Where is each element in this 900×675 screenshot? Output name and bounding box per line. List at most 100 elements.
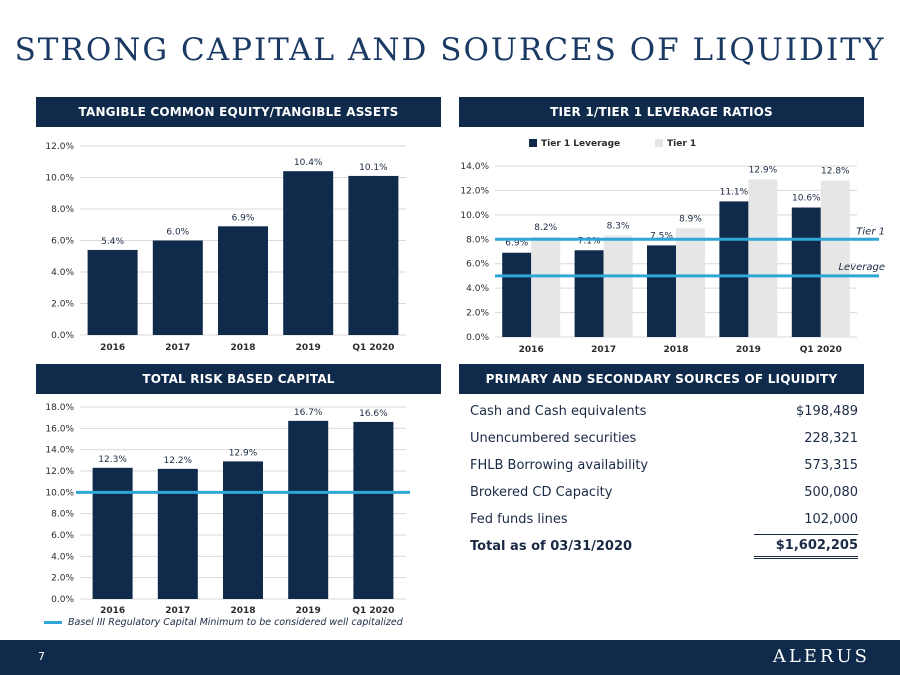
page-number: 7 xyxy=(38,650,45,663)
y-tick-label: 6.0% xyxy=(51,531,74,541)
data-label: 8.2% xyxy=(534,223,557,233)
y-tick-label: 2.0% xyxy=(51,300,74,310)
liquidity-row-label: Brokered CD Capacity xyxy=(470,485,613,500)
legend-swatch-tier1-leverage xyxy=(529,139,537,147)
y-tick-label: 14.0% xyxy=(45,446,74,456)
y-tick-label: 8.0% xyxy=(466,235,489,245)
bar-tier1 xyxy=(748,179,778,337)
legend-swatch-tier1 xyxy=(655,139,663,147)
x-tick-label: 2016 xyxy=(519,345,544,355)
liquidity-total-row: Total as of 03/31/2020 $1,602,205 xyxy=(462,533,866,560)
y-tick-label: 16.0% xyxy=(45,424,74,434)
data-label: 10.6% xyxy=(792,194,821,204)
y-tick-label: 6.0% xyxy=(51,237,74,247)
data-label: 11.1% xyxy=(720,187,749,197)
footer-bar: 7 ALERUS xyxy=(0,640,900,675)
tier-panel-header: TIER 1/TIER 1 LEVERAGE RATIOS xyxy=(459,97,864,127)
data-label: 12.9% xyxy=(749,165,778,175)
liquidity-row-value: $198,489 xyxy=(795,404,858,419)
data-label: 6.0% xyxy=(166,228,189,238)
x-tick-label: 2018 xyxy=(230,606,255,616)
y-tick-label: 0.0% xyxy=(51,595,74,605)
x-tick-label: 2017 xyxy=(165,606,190,616)
liquidity-row-label: Cash and Cash equivalents xyxy=(470,404,647,419)
x-tick-label: 2016 xyxy=(100,343,125,353)
alerus-logo: ALERUS xyxy=(772,646,870,667)
y-tick-label: 6.0% xyxy=(466,260,489,270)
bar xyxy=(348,175,399,335)
data-label: 12.2% xyxy=(164,456,193,466)
y-tick-label: 10.0% xyxy=(45,174,74,184)
x-tick-label: 2017 xyxy=(591,345,616,355)
liquidity-row-label: FHLB Borrowing availability xyxy=(470,458,649,473)
x-tick-label: 2019 xyxy=(296,606,321,616)
data-label: 12.3% xyxy=(98,455,127,465)
x-tick-label: Q1 2020 xyxy=(352,606,394,616)
tier-chart: 0.0% 2.0% 4.0% 6.0% 8.0% 10.0% 12.0% 14.0% Tier … xyxy=(460,139,885,355)
liquidity-row-value: 573,315 xyxy=(804,458,858,473)
y-tick-label: 2.0% xyxy=(51,574,74,584)
data-label: 6.9% xyxy=(505,239,528,249)
y-tick-label: 10.0% xyxy=(460,211,489,221)
liquidity-row: Fed funds lines 102,000 xyxy=(462,506,866,533)
y-tick-label: 18.0% xyxy=(45,403,74,413)
liquidity-row: FHLB Borrowing availability 573,315 xyxy=(462,452,866,479)
bar-tier1-leverage xyxy=(719,201,749,337)
y-tick-label: 0.0% xyxy=(466,333,489,343)
bar xyxy=(223,461,263,599)
data-label: 8.3% xyxy=(607,222,630,232)
bar xyxy=(218,226,268,335)
y-tick-label: 4.0% xyxy=(466,284,489,294)
trbc-chart: 0.0% 2.0% 4.0% 6.0% 8.0% 10.0% 12.0% 14.0% 16.0%… xyxy=(45,403,410,616)
data-label: 7.5% xyxy=(650,231,673,241)
bar-tier1-leverage xyxy=(647,245,676,337)
tce-chart: 0.0% 2.0% 4.0% 6.0% 8.0% 10.0% 12.0% 5.4% 2016 6.… xyxy=(45,142,406,353)
data-label: 8.9% xyxy=(679,214,702,224)
liquidity-row: Cash and Cash equivalents $198,489 xyxy=(462,398,866,425)
bar xyxy=(152,240,203,335)
data-label: 5.4% xyxy=(101,237,124,247)
legend-label: Tier 1 Leverage xyxy=(541,139,620,149)
liquidity-row: Brokered CD Capacity 500,080 xyxy=(462,479,866,506)
bar-tier1 xyxy=(531,236,561,337)
y-tick-label: 12.0% xyxy=(460,186,489,196)
x-tick-label: Q1 2020 xyxy=(352,343,394,353)
bar-tier1-leverage xyxy=(791,207,821,337)
data-label: 12.9% xyxy=(229,448,258,458)
x-tick-label: 2019 xyxy=(296,343,321,353)
x-tick-label: Q1 2020 xyxy=(800,345,842,355)
bar xyxy=(87,249,138,335)
x-tick-label: 2019 xyxy=(736,345,761,355)
bar-tier1 xyxy=(820,180,850,337)
data-label: 10.1% xyxy=(359,163,388,173)
bar-tier1-leverage xyxy=(502,252,532,337)
legend-label: Tier 1 xyxy=(667,139,696,149)
liquidity-row-label: Fed funds lines xyxy=(470,512,568,527)
liquidity-total-label: Total as of 03/31/2020 xyxy=(470,539,633,554)
y-tick-label: 12.0% xyxy=(45,467,74,477)
basel-line-swatch xyxy=(44,621,62,624)
trbc-panel-header: TOTAL RISK BASED CAPITAL xyxy=(36,364,441,394)
y-tick-label: 2.0% xyxy=(466,309,489,319)
data-label: 16.7% xyxy=(294,408,323,418)
liquidity-row-value: 228,321 xyxy=(804,431,858,446)
y-tick-label: 8.0% xyxy=(51,205,74,215)
liquidity-row-label: Unencumbered securities xyxy=(470,431,637,446)
x-tick-label: 2018 xyxy=(663,345,688,355)
data-label: 6.9% xyxy=(232,213,255,223)
liquidity-row: Unencumbered securities 228,321 xyxy=(462,425,866,452)
y-tick-label: 12.0% xyxy=(45,142,74,152)
y-tick-label: 4.0% xyxy=(51,552,74,562)
basel-legend-text: Basel III Regulatory Capital Minimum to … xyxy=(68,617,403,628)
reference-line-label: Tier 1 xyxy=(856,226,885,237)
data-label: 7.1% xyxy=(578,236,601,246)
bar xyxy=(92,467,133,599)
bar xyxy=(288,420,329,599)
liquidity-panel-header: PRIMARY AND SECONDARY SOURCES OF LIQUIDI… xyxy=(459,364,864,394)
data-label: 16.6% xyxy=(359,409,388,419)
bar xyxy=(353,421,394,599)
y-tick-label: 10.0% xyxy=(45,488,74,498)
x-tick-label: 2017 xyxy=(165,343,190,353)
y-tick-label: 8.0% xyxy=(51,510,74,520)
bar xyxy=(283,171,334,335)
